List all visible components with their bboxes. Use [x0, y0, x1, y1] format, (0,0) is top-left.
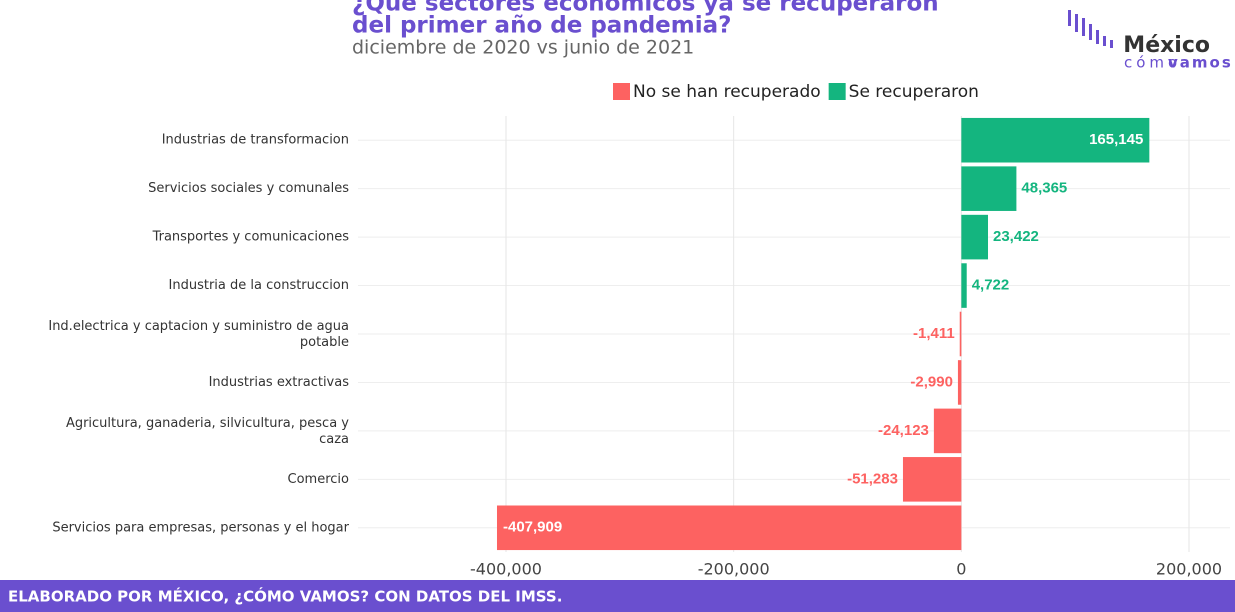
logo-text: México	[1123, 33, 1210, 58]
bar	[961, 214, 989, 260]
value-label: -51,283	[847, 470, 898, 487]
bar	[496, 505, 962, 551]
bar	[961, 117, 1150, 163]
x-tick-label: -200,000	[698, 560, 770, 579]
value-label: -1,411	[913, 325, 955, 342]
title-line: del primer año de pandemia?	[352, 13, 731, 39]
logo-text: cómo	[1124, 54, 1181, 72]
y-tick-label: Servicios sociales y comunales	[148, 181, 349, 196]
bar	[961, 263, 967, 308]
legend-swatch	[828, 83, 846, 100]
value-label: -2,990	[910, 373, 953, 390]
footer-band	[0, 580, 1235, 612]
footer: ELABORADO POR MÉXICO, ¿CÓMO VAMOS? CON D…	[8, 587, 562, 606]
x-tick-label: -400,000	[470, 560, 542, 579]
y-tick-label: Industrias extractivas	[209, 375, 350, 390]
legend-label: Se recuperaron	[849, 82, 979, 102]
y-tick-label: Comercio	[288, 472, 350, 487]
bar	[902, 457, 962, 502]
y-tick-label: Agricultura, ganaderia, silvicultura, pe…	[66, 415, 349, 446]
value-label: 23,422	[993, 228, 1039, 245]
value-label: 48,365	[1021, 180, 1067, 197]
title-line: ¿Qué sectores económicos ya se recuperar…	[352, 0, 939, 17]
legend-swatch	[613, 83, 630, 100]
y-tick-label: Ind.electrica y captacion y suministro d…	[48, 319, 349, 350]
value-label: -24,123	[878, 422, 929, 439]
legend-label: No se han recuperado	[633, 82, 821, 102]
y-tick-label: Servicios para empresas, personas y el h…	[52, 520, 349, 535]
x-tick-label: 200,000	[1156, 560, 1222, 579]
logo-text: vamos	[1168, 54, 1233, 72]
bar	[959, 311, 962, 357]
logo: México cómo vamos	[1068, 10, 1233, 72]
value-label: 165,145	[1089, 131, 1143, 148]
value-label: 4,722	[972, 277, 1010, 294]
y-tick-label: Industrias de transformacion	[162, 133, 349, 148]
bar	[961, 166, 1017, 211]
y-tick-label: Transportes y comunicaciones	[152, 230, 350, 245]
x-tick-label: 0	[956, 560, 966, 579]
y-tick-label: Industria de la construccion	[169, 278, 349, 293]
bar	[933, 408, 962, 454]
bar	[957, 360, 962, 405]
subtitle: diciembre de 2020 vs junio de 2021	[352, 37, 694, 59]
value-label: -407,909	[503, 519, 562, 536]
